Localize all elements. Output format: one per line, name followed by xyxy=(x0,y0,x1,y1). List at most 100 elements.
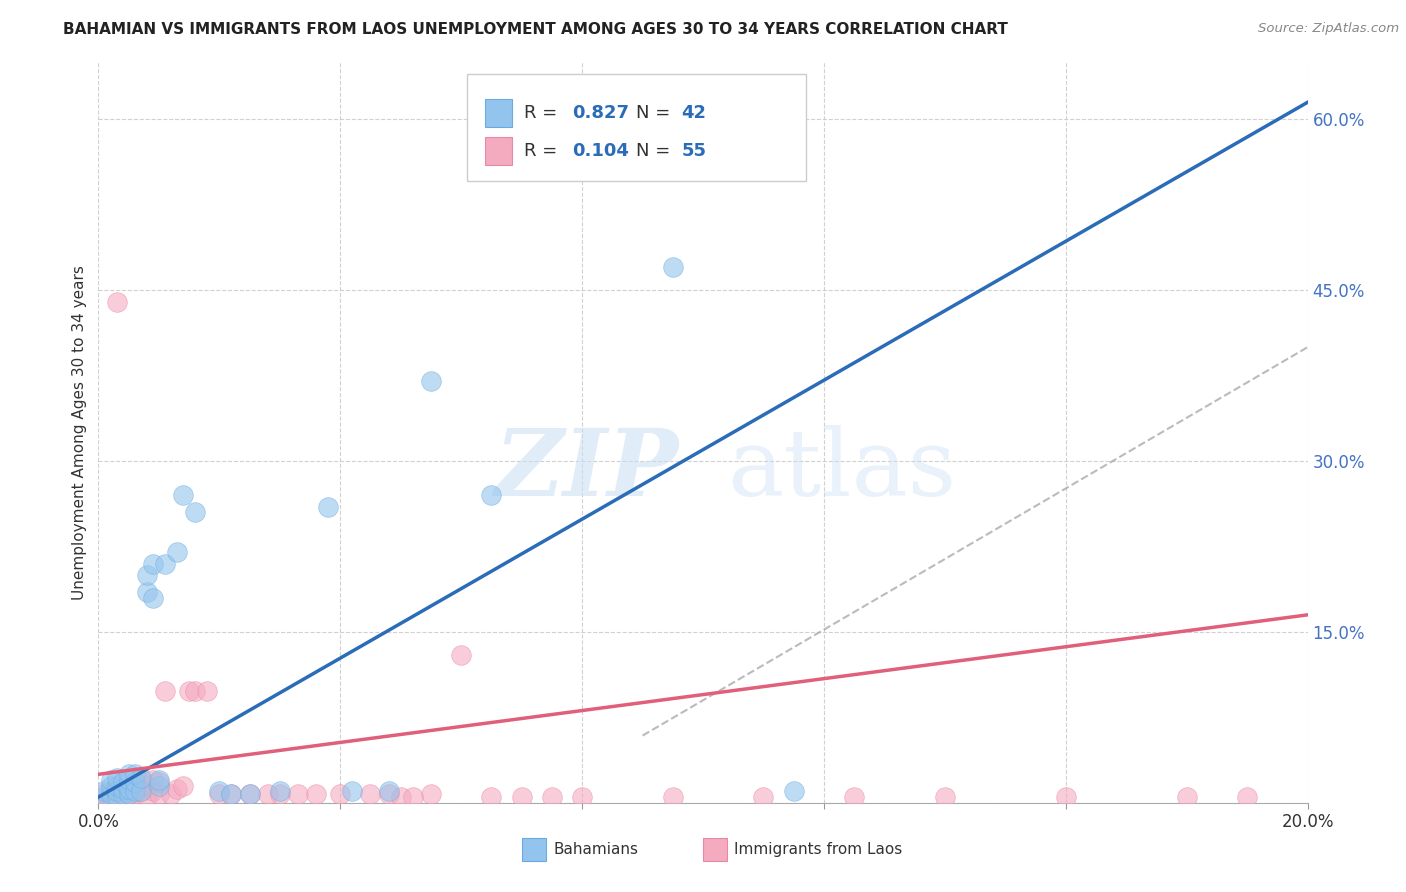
Point xyxy=(111,775,134,789)
Point xyxy=(129,784,152,798)
FancyBboxPatch shape xyxy=(522,838,546,861)
Point xyxy=(148,779,170,793)
Point xyxy=(118,767,141,781)
Text: ZIP: ZIP xyxy=(495,425,679,515)
Point xyxy=(124,775,146,789)
Point xyxy=(111,782,134,797)
FancyBboxPatch shape xyxy=(467,73,806,181)
Point xyxy=(571,790,593,805)
Point xyxy=(329,787,352,801)
Point xyxy=(160,787,183,801)
Point xyxy=(316,500,339,514)
Point xyxy=(239,787,262,801)
Text: Source: ZipAtlas.com: Source: ZipAtlas.com xyxy=(1258,22,1399,36)
Point xyxy=(377,784,399,798)
Point xyxy=(100,779,122,793)
Point xyxy=(148,787,170,801)
Point xyxy=(105,790,128,805)
Text: Bahamians: Bahamians xyxy=(553,842,638,857)
Point xyxy=(105,790,128,805)
Point xyxy=(100,787,122,801)
Point xyxy=(111,779,134,793)
FancyBboxPatch shape xyxy=(485,137,512,165)
Point xyxy=(208,784,231,798)
Point xyxy=(195,684,218,698)
Point xyxy=(287,787,309,801)
Point xyxy=(118,790,141,805)
Point xyxy=(142,784,165,798)
Text: 55: 55 xyxy=(682,143,706,161)
Point xyxy=(142,557,165,571)
Point xyxy=(111,787,134,801)
Point xyxy=(752,790,775,805)
Point xyxy=(269,787,291,801)
Point xyxy=(166,545,188,559)
Point xyxy=(360,787,382,801)
Point xyxy=(93,790,115,805)
Point xyxy=(420,375,443,389)
Text: N =: N = xyxy=(637,103,676,122)
Point xyxy=(100,772,122,787)
Point xyxy=(934,790,956,805)
Point xyxy=(402,790,425,805)
Point xyxy=(153,684,176,698)
Text: R =: R = xyxy=(524,143,562,161)
Point xyxy=(105,771,128,785)
Text: Immigrants from Laos: Immigrants from Laos xyxy=(734,842,903,857)
Point xyxy=(481,488,503,502)
Point xyxy=(105,790,128,805)
Point xyxy=(118,772,141,787)
Point xyxy=(389,790,412,805)
Point xyxy=(124,787,146,801)
Point xyxy=(129,771,152,785)
Point xyxy=(93,784,115,798)
Point xyxy=(239,787,262,801)
Point xyxy=(208,787,231,801)
Text: R =: R = xyxy=(524,103,562,122)
Text: N =: N = xyxy=(637,143,676,161)
Point xyxy=(450,648,472,662)
Point xyxy=(100,790,122,805)
Point xyxy=(135,790,157,805)
Point xyxy=(105,294,128,309)
Point xyxy=(166,782,188,797)
Point xyxy=(135,779,157,793)
Point xyxy=(111,787,134,801)
Point xyxy=(783,784,806,798)
Point xyxy=(269,784,291,798)
Point xyxy=(377,787,399,801)
Point xyxy=(420,787,443,801)
Point xyxy=(105,779,128,793)
Text: 42: 42 xyxy=(682,103,706,122)
Point xyxy=(1054,790,1077,805)
Point xyxy=(135,568,157,582)
Point xyxy=(118,782,141,797)
Point xyxy=(172,488,194,502)
Point xyxy=(124,767,146,781)
Point xyxy=(661,260,683,275)
Point xyxy=(148,772,170,787)
Point xyxy=(129,784,152,798)
Point xyxy=(184,684,207,698)
Point xyxy=(540,790,562,805)
Point xyxy=(118,782,141,797)
Point xyxy=(1175,790,1198,805)
Point xyxy=(100,784,122,798)
Point xyxy=(124,784,146,798)
Point xyxy=(105,784,128,798)
Point xyxy=(221,787,243,801)
Point xyxy=(153,557,176,571)
Text: 0.104: 0.104 xyxy=(572,143,630,161)
Text: atlas: atlas xyxy=(727,425,956,515)
Text: BAHAMIAN VS IMMIGRANTS FROM LAOS UNEMPLOYMENT AMONG AGES 30 TO 34 YEARS CORRELAT: BAHAMIAN VS IMMIGRANTS FROM LAOS UNEMPLO… xyxy=(63,22,1008,37)
Point xyxy=(1236,790,1258,805)
Point xyxy=(93,792,115,806)
Point xyxy=(481,790,503,805)
Point xyxy=(118,787,141,801)
Point xyxy=(105,782,128,797)
Point xyxy=(510,790,533,805)
Point xyxy=(93,787,115,801)
Point xyxy=(305,787,328,801)
Point xyxy=(142,591,165,605)
Point xyxy=(172,779,194,793)
